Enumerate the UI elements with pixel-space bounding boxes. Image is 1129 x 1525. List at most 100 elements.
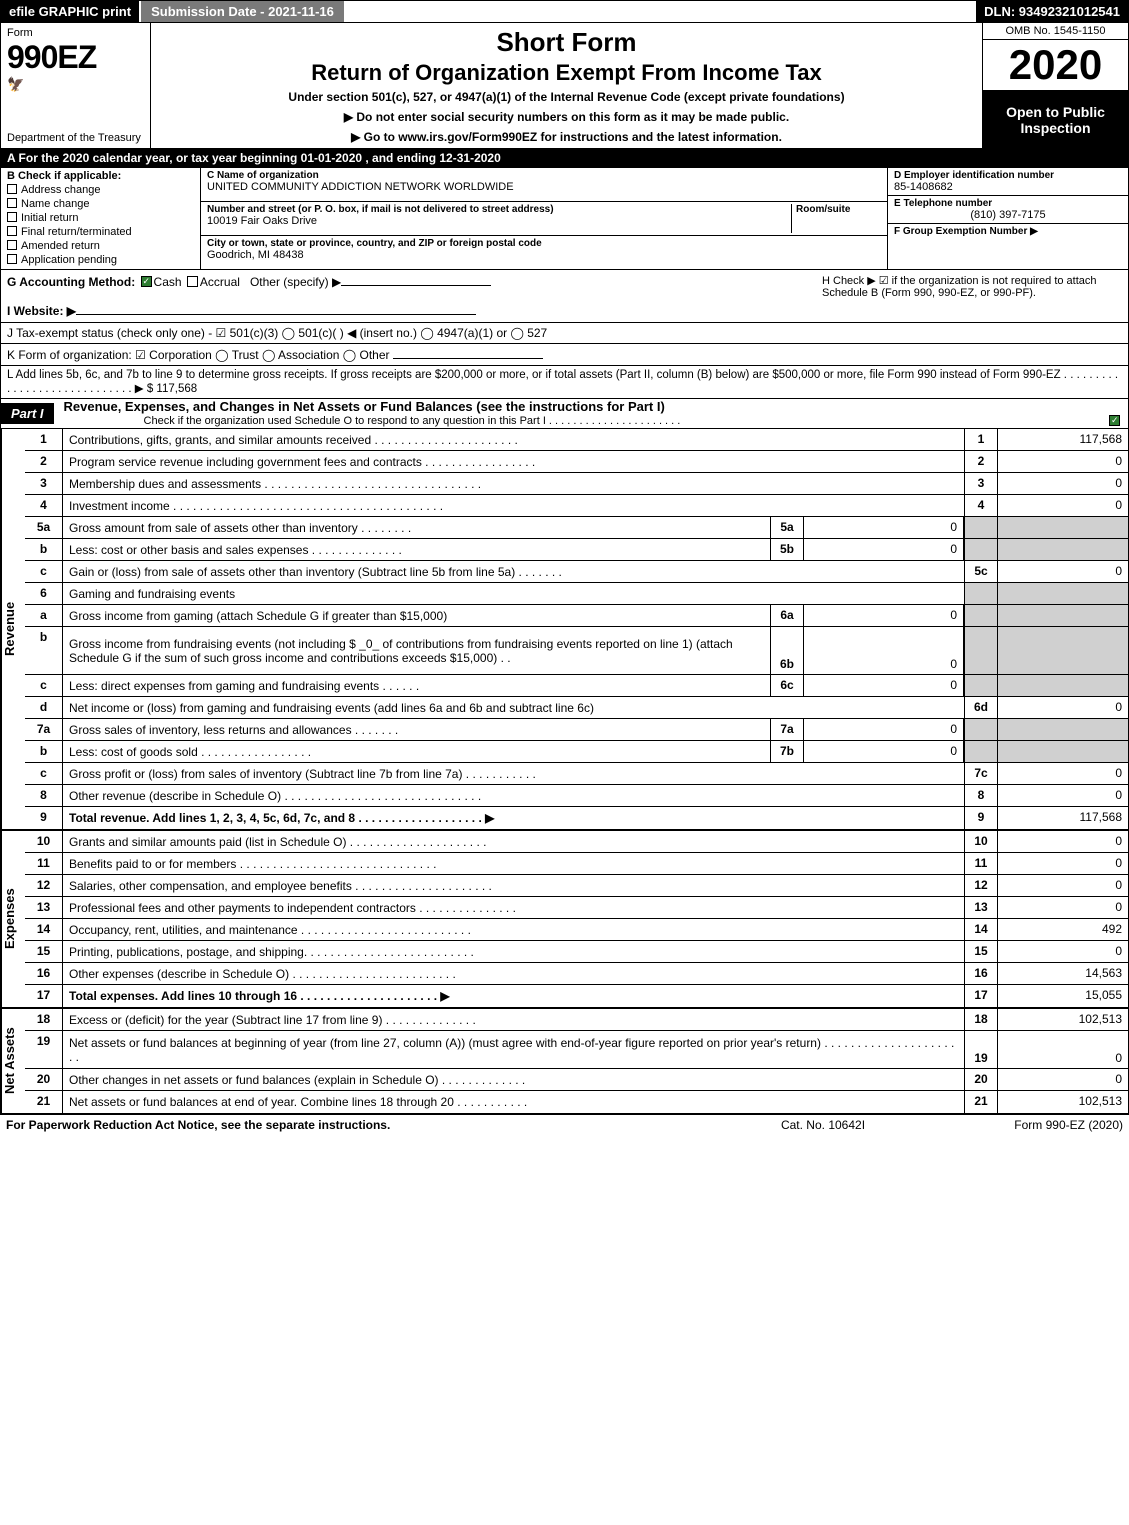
line-rval: 117,568 bbox=[998, 429, 1128, 450]
line-rnum: 4 bbox=[964, 495, 998, 516]
line-rval-grey bbox=[998, 539, 1128, 560]
line-desc: Other changes in net assets or fund bala… bbox=[63, 1069, 964, 1090]
efile-print-label[interactable]: efile GRAPHIC print bbox=[1, 1, 139, 22]
line-midval: 0 bbox=[804, 719, 964, 740]
line-19: 19Net assets or fund balances at beginni… bbox=[25, 1031, 1128, 1069]
column-b: B Check if applicable: Address change Na… bbox=[1, 168, 201, 269]
part1-checkbox[interactable] bbox=[1107, 414, 1128, 428]
chk-name-change[interactable]: Name change bbox=[7, 197, 194, 210]
part1-header: Part I Revenue, Expenses, and Changes in… bbox=[0, 399, 1129, 429]
line-rval: 0 bbox=[998, 763, 1128, 784]
checkbox-checked-icon[interactable] bbox=[141, 276, 152, 287]
line-num: 20 bbox=[25, 1069, 63, 1090]
line-midnum: 5a bbox=[770, 517, 804, 538]
line-rnum: 1 bbox=[964, 429, 998, 450]
chk-label: Address change bbox=[21, 184, 101, 196]
line-rnum: 10 bbox=[964, 831, 998, 852]
line-9-bold: Total revenue. Add lines 1, 2, 3, 4, 5c,… bbox=[69, 811, 494, 825]
form-of-organization: K Form of organization: ☑ Corporation ◯ … bbox=[7, 348, 390, 362]
line-18: 18Excess or (deficit) for the year (Subt… bbox=[25, 1009, 1128, 1031]
box-f: F Group Exemption Number ▶ bbox=[888, 224, 1128, 269]
line-6c: cLess: direct expenses from gaming and f… bbox=[25, 675, 1128, 697]
line-desc: Less: cost or other basis and sales expe… bbox=[63, 539, 770, 560]
other-org-line[interactable] bbox=[393, 347, 543, 359]
line-desc: Contributions, gifts, grants, and simila… bbox=[63, 429, 964, 450]
checkbox-icon[interactable] bbox=[187, 276, 198, 287]
form-reference: Form 990-EZ (2020) bbox=[923, 1118, 1123, 1132]
line-rnum: 12 bbox=[964, 875, 998, 896]
street-value: 10019 Fair Oaks Drive bbox=[207, 215, 791, 227]
form-header: Form 990EZ 🦅 Department of the Treasury … bbox=[0, 23, 1129, 149]
line-rval: 0 bbox=[998, 831, 1128, 852]
line-midval: 0 bbox=[804, 675, 964, 696]
room-label: Room/suite bbox=[796, 204, 881, 215]
line-rval: 0 bbox=[998, 473, 1128, 494]
line-num: 1 bbox=[25, 429, 63, 450]
chk-label: Amended return bbox=[21, 240, 100, 252]
line-desc: Occupancy, rent, utilities, and maintena… bbox=[63, 919, 964, 940]
line-7c: cGross profit or (loss) from sales of in… bbox=[25, 763, 1128, 785]
checkbox-icon bbox=[7, 184, 17, 194]
line-num: a bbox=[25, 605, 63, 626]
col-b-header: B Check if applicable: bbox=[7, 170, 194, 182]
netassets-side-label: Net Assets bbox=[1, 1009, 25, 1113]
line-num: c bbox=[25, 763, 63, 784]
website-line[interactable] bbox=[76, 303, 476, 315]
line-midval: 0 bbox=[804, 605, 964, 626]
goto-link-text[interactable]: ▶ Go to www.irs.gov/Form990EZ for instru… bbox=[159, 130, 974, 144]
ein-value: 85-1408682 bbox=[894, 181, 1122, 193]
line-rval-grey bbox=[998, 741, 1128, 762]
phone-value: (810) 397-7175 bbox=[894, 209, 1122, 221]
line-desc: Total expenses. Add lines 10 through 16 … bbox=[63, 985, 964, 1007]
line-5c: cGain or (loss) from sale of assets othe… bbox=[25, 561, 1128, 583]
part1-title: Revenue, Expenses, and Changes in Net As… bbox=[54, 399, 1128, 414]
line-rval: 0 bbox=[998, 875, 1128, 896]
line-num: 12 bbox=[25, 875, 63, 896]
chk-final-return[interactable]: Final return/terminated bbox=[7, 225, 194, 238]
line-6d: dNet income or (loss) from gaming and fu… bbox=[25, 697, 1128, 719]
line-rnum-grey bbox=[964, 719, 998, 740]
line-num: c bbox=[25, 561, 63, 582]
topbar-spacer bbox=[344, 1, 976, 22]
line-rval: 0 bbox=[998, 941, 1128, 962]
line-desc: Other revenue (describe in Schedule O) .… bbox=[63, 785, 964, 806]
line-midval: 0 bbox=[804, 517, 964, 538]
chk-label: Final return/terminated bbox=[21, 226, 132, 238]
line-rval: 492 bbox=[998, 919, 1128, 940]
line-7b: bLess: cost of goods sold . . . . . . . … bbox=[25, 741, 1128, 763]
form-number: 990EZ bbox=[7, 39, 144, 76]
chk-application-pending[interactable]: Application pending bbox=[7, 253, 194, 266]
line-3: 3Membership dues and assessments . . . .… bbox=[25, 473, 1128, 495]
line-rval: 0 bbox=[998, 785, 1128, 806]
top-bar: efile GRAPHIC print Submission Date - 20… bbox=[0, 0, 1129, 23]
line-4: 4Investment income . . . . . . . . . . .… bbox=[25, 495, 1128, 517]
line-num: 17 bbox=[25, 985, 63, 1007]
line-rnum: 15 bbox=[964, 941, 998, 962]
chk-initial-return[interactable]: Initial return bbox=[7, 211, 194, 224]
line-desc: Gross sales of inventory, less returns a… bbox=[63, 719, 770, 740]
org-name-value: UNITED COMMUNITY ADDICTION NETWORK WORLD… bbox=[207, 181, 881, 193]
line-midnum: 6a bbox=[770, 605, 804, 626]
line-rnum: 9 bbox=[964, 807, 998, 829]
line-rnum: 21 bbox=[964, 1091, 998, 1113]
department-label: Department of the Treasury bbox=[7, 132, 144, 144]
line-desc: Less: direct expenses from gaming and fu… bbox=[63, 675, 770, 696]
catalog-number: Cat. No. 10642I bbox=[723, 1118, 923, 1132]
line-rval: 0 bbox=[998, 495, 1128, 516]
line-15: 15Printing, publications, postage, and s… bbox=[25, 941, 1128, 963]
header-middle: Short Form Return of Organization Exempt… bbox=[151, 23, 983, 148]
chk-address-change[interactable]: Address change bbox=[7, 183, 194, 196]
chk-amended-return[interactable]: Amended return bbox=[7, 239, 194, 252]
line-num: 2 bbox=[25, 451, 63, 472]
line-desc: Benefits paid to or for members . . . . … bbox=[63, 853, 964, 874]
city-label: City or town, state or province, country… bbox=[207, 238, 881, 249]
other-specify-line[interactable] bbox=[341, 274, 491, 286]
line-num: 15 bbox=[25, 941, 63, 962]
line-rnum-grey bbox=[964, 605, 998, 626]
line-midval: 0 bbox=[804, 741, 964, 762]
row-k: K Form of organization: ☑ Corporation ◯ … bbox=[0, 344, 1129, 366]
line-rnum: 11 bbox=[964, 853, 998, 874]
line-9: 9 Total revenue. Add lines 1, 2, 3, 4, 5c… bbox=[25, 807, 1128, 829]
line-desc: Gross profit or (loss) from sales of inv… bbox=[63, 763, 964, 784]
header-right: OMB No. 1545-1150 2020 Open to Public In… bbox=[983, 23, 1128, 148]
